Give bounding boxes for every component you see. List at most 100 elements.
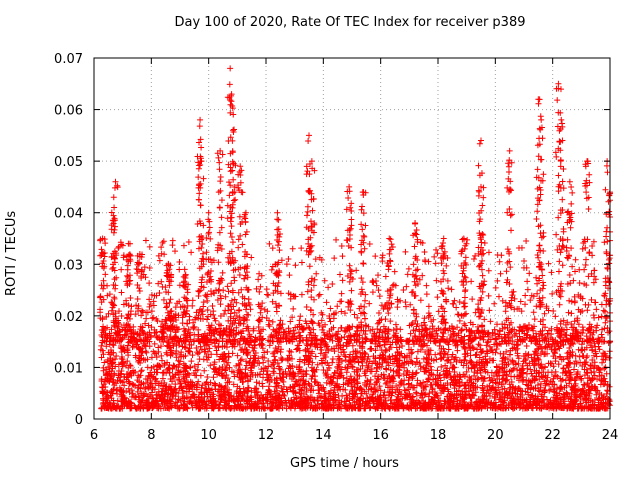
data-point	[190, 369, 197, 376]
data-point	[580, 381, 587, 388]
data-point	[468, 278, 475, 285]
data-point	[474, 306, 481, 313]
data-point	[127, 294, 134, 301]
data-point	[413, 272, 420, 279]
data-point	[418, 390, 425, 397]
data-point	[476, 140, 483, 147]
data-point	[412, 361, 419, 368]
data-point	[523, 396, 530, 403]
data-point	[529, 392, 536, 399]
data-point	[515, 360, 522, 367]
data-point	[461, 373, 468, 380]
data-point	[312, 373, 319, 380]
data-point	[359, 353, 366, 360]
data-point	[475, 375, 482, 382]
data-point	[166, 369, 173, 376]
grid-lines	[94, 58, 610, 419]
data-point	[494, 321, 501, 328]
data-point	[361, 402, 368, 409]
data-point	[124, 272, 131, 279]
data-point	[338, 324, 345, 331]
data-point	[223, 405, 230, 412]
data-point	[100, 285, 107, 292]
data-point	[314, 361, 321, 368]
data-point	[514, 366, 521, 373]
data-point	[443, 262, 450, 269]
data-point	[353, 328, 360, 335]
data-point	[411, 293, 418, 300]
data-point	[338, 290, 345, 297]
data-point	[545, 307, 552, 314]
data-point	[591, 372, 598, 379]
data-point	[559, 376, 566, 383]
data-point	[219, 363, 226, 370]
data-point	[468, 358, 475, 365]
data-point	[309, 367, 316, 374]
data-point	[445, 356, 452, 363]
data-point	[275, 216, 282, 223]
data-point	[321, 397, 328, 404]
data-point	[445, 346, 452, 353]
data-point	[598, 377, 605, 384]
data-point	[268, 362, 275, 369]
data-point	[111, 371, 118, 378]
data-point	[535, 355, 542, 362]
data-point	[515, 385, 522, 392]
data-point	[369, 326, 376, 333]
data-point	[252, 386, 259, 393]
data-point	[367, 346, 374, 353]
data-point	[322, 321, 329, 328]
data-point	[405, 381, 412, 388]
data-point	[515, 355, 522, 362]
data-point	[224, 215, 231, 222]
data-point	[111, 226, 118, 233]
data-point	[568, 389, 575, 396]
data-point	[358, 248, 365, 255]
data-point	[484, 405, 491, 412]
data-point	[362, 291, 369, 298]
data-point	[225, 307, 232, 314]
data-point	[354, 384, 361, 391]
data-point	[576, 353, 583, 360]
data-point	[216, 365, 223, 372]
data-point	[430, 376, 437, 383]
data-point	[524, 331, 531, 338]
data-point	[589, 346, 596, 353]
data-point	[271, 376, 278, 383]
data-point	[403, 372, 410, 379]
data-point	[345, 194, 352, 201]
data-point	[566, 380, 573, 387]
data-point	[105, 310, 112, 317]
data-point	[505, 315, 512, 322]
data-point	[557, 397, 564, 404]
data-point	[306, 263, 313, 270]
data-point	[232, 403, 239, 410]
data-point	[173, 347, 180, 354]
data-point	[510, 383, 517, 390]
data-point	[364, 394, 371, 401]
data-point	[306, 325, 313, 332]
data-point	[125, 385, 132, 392]
data-point	[303, 385, 310, 392]
data-point	[148, 354, 155, 361]
data-point	[143, 315, 150, 322]
data-point	[129, 381, 136, 388]
data-point	[453, 358, 460, 365]
data-point	[227, 168, 234, 175]
data-point	[235, 244, 242, 251]
data-point	[412, 220, 419, 227]
data-point	[256, 360, 263, 367]
data-point	[204, 297, 211, 304]
data-point	[237, 163, 244, 170]
data-point	[251, 385, 258, 392]
data-point	[258, 391, 265, 398]
data-point	[237, 357, 244, 364]
data-point	[500, 354, 507, 361]
data-point	[204, 373, 211, 380]
data-point	[305, 137, 312, 144]
data-point	[499, 381, 506, 388]
data-point	[419, 391, 426, 398]
data-point	[311, 296, 318, 303]
data-point	[279, 388, 286, 395]
data-point	[142, 348, 149, 355]
